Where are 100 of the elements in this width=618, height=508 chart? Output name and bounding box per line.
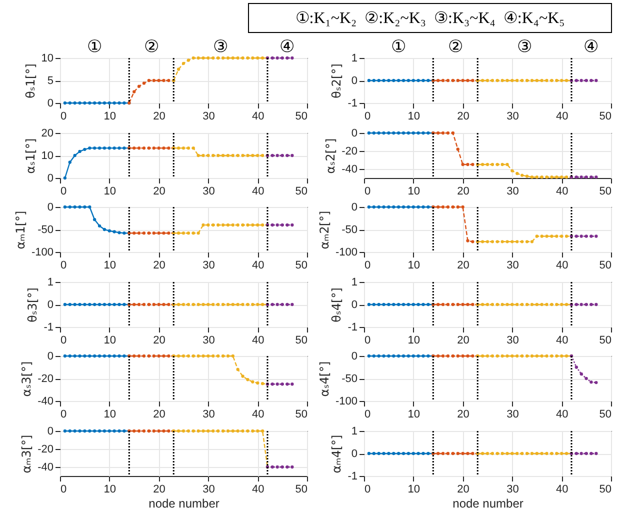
y-axis-title: θₛ4[°] bbox=[330, 287, 344, 322]
x-tick-label: 30 bbox=[506, 483, 519, 495]
x-tick-label: 50 bbox=[599, 185, 612, 197]
x-tick-label: 20 bbox=[153, 110, 166, 122]
y-tick-label: 5 bbox=[47, 75, 54, 87]
y-tick-label: 0 bbox=[351, 202, 358, 214]
y-tick-label: -100 bbox=[335, 246, 358, 258]
y-tick-label: -20 bbox=[38, 373, 54, 385]
y-tick-label: -40 bbox=[38, 396, 54, 408]
x-tick-label: 30 bbox=[506, 408, 519, 420]
x-tick-label: 0 bbox=[364, 185, 371, 197]
y-tick-label: 1 bbox=[47, 276, 54, 288]
x-tick-label: 40 bbox=[556, 334, 568, 346]
x-tick-label: 50 bbox=[295, 483, 308, 495]
x-tick-label: 0 bbox=[60, 110, 67, 122]
y-axis-title: θₛ3[°] bbox=[26, 287, 40, 322]
text: ① bbox=[391, 37, 406, 57]
x-tick-label: 30 bbox=[202, 260, 215, 272]
x-tick-label: 50 bbox=[599, 408, 612, 420]
x-tick-label: 20 bbox=[457, 408, 470, 420]
y-tick-label: -1 bbox=[348, 98, 358, 110]
x-tick-label: 10 bbox=[408, 408, 420, 420]
x-tick-label: 10 bbox=[104, 110, 116, 122]
y-tick-label: -1 bbox=[348, 321, 358, 333]
text: ② bbox=[448, 37, 463, 57]
text: ② bbox=[144, 37, 159, 57]
x-tick-label: 40 bbox=[252, 334, 264, 346]
x-tick-label: 50 bbox=[599, 260, 612, 272]
x-tick-label: 50 bbox=[599, 334, 612, 346]
x-tick-label: 20 bbox=[457, 260, 470, 272]
y-tick-label: 1 bbox=[351, 425, 358, 437]
y-tick-label: 0 bbox=[47, 350, 54, 362]
x-tick-label: 0 bbox=[364, 110, 371, 122]
x-tick-label: 50 bbox=[295, 408, 308, 420]
x-tick-label: 20 bbox=[153, 260, 166, 272]
x-tick-label: 0 bbox=[60, 483, 67, 495]
x-tick-label: 50 bbox=[599, 483, 612, 495]
y-axis-title: αₛ4[°] bbox=[317, 361, 332, 397]
x-tick-label: 0 bbox=[60, 260, 67, 272]
y-tick-label: 0 bbox=[351, 448, 358, 460]
x-tick-label: 40 bbox=[556, 483, 568, 495]
x-tick-label: 0 bbox=[364, 483, 371, 495]
y-tick-label: -20 bbox=[38, 443, 54, 455]
x-tick-label: 40 bbox=[252, 185, 264, 197]
x-tick-label: 50 bbox=[599, 110, 612, 122]
x-tick-label: 50 bbox=[295, 185, 308, 197]
x-tick-label: 0 bbox=[60, 334, 67, 346]
y-axis-title: θₛ1[°] bbox=[23, 64, 38, 98]
y-axis-title: αₛ1[°] bbox=[23, 138, 38, 174]
y-tick-label: -40 bbox=[38, 461, 54, 473]
x-tick-label: 10 bbox=[408, 334, 420, 346]
y-tick-label: -1 bbox=[348, 470, 358, 482]
x-tick-label: 20 bbox=[457, 483, 470, 495]
text: ③ bbox=[517, 37, 532, 57]
x-tick-label: 40 bbox=[556, 110, 568, 122]
y-tick-label: 0 bbox=[47, 425, 54, 437]
x-tick-label: 30 bbox=[506, 334, 519, 346]
x-tick-label: 20 bbox=[153, 334, 166, 346]
x-tick-label: 10 bbox=[104, 185, 116, 197]
x-tick-label: 30 bbox=[202, 334, 215, 346]
x-tick-label: 50 bbox=[295, 110, 308, 122]
y-tick-label: -40 bbox=[342, 163, 358, 175]
x-tick-label: 10 bbox=[408, 260, 420, 272]
text: ① bbox=[87, 37, 102, 57]
x-tick-label: 40 bbox=[252, 110, 264, 122]
y-tick-label: 1 bbox=[351, 52, 358, 64]
y-axis-title: αₛ3[°] bbox=[20, 361, 34, 397]
x-tick-label: 10 bbox=[104, 483, 116, 495]
x-tick-label: 30 bbox=[202, 110, 215, 122]
y-tick-label: 0 bbox=[351, 75, 358, 87]
x-tick-label: 0 bbox=[364, 260, 371, 272]
x-tick-label: 40 bbox=[252, 260, 264, 272]
x-tick-label: 10 bbox=[104, 260, 116, 272]
x-axis-title: node number bbox=[452, 496, 524, 508]
chart-title: ①:K₁~K₂ ②:K₂~K₃ ③:K₃~K₄ ④:K₄~K₅ bbox=[248, 3, 612, 33]
x-tick-label: 20 bbox=[457, 185, 470, 197]
text: ③ bbox=[213, 37, 228, 57]
y-tick-label: 0 bbox=[351, 127, 358, 139]
x-tick-label: 50 bbox=[295, 260, 308, 272]
x-tick-label: 40 bbox=[556, 408, 568, 420]
y-tick-label: -100 bbox=[335, 396, 358, 408]
x-tick-label: 0 bbox=[60, 185, 67, 197]
x-tick-label: 20 bbox=[153, 483, 166, 495]
x-tick-label: 10 bbox=[104, 334, 116, 346]
x-axis-title: node number bbox=[148, 496, 220, 508]
x-tick-label: 30 bbox=[506, 110, 519, 122]
y-axis-title: αₘ4[°] bbox=[330, 434, 344, 473]
x-tick-label: 0 bbox=[60, 408, 67, 420]
y-axis-title: αₛ2[°] bbox=[324, 138, 338, 174]
x-tick-label: 20 bbox=[457, 110, 470, 122]
y-tick-label: -20 bbox=[342, 145, 358, 157]
x-tick-label: 20 bbox=[153, 185, 166, 197]
text: ④ bbox=[584, 37, 599, 57]
y-tick-label: -50 bbox=[38, 224, 54, 236]
x-tick-label: 0 bbox=[364, 334, 371, 346]
x-tick-label: 20 bbox=[153, 408, 166, 420]
x-tick-label: 10 bbox=[408, 110, 420, 122]
y-tick-label: 10 bbox=[41, 52, 54, 64]
y-axis-title: αₘ1[°] bbox=[13, 210, 28, 250]
x-tick-label: 50 bbox=[295, 334, 308, 346]
